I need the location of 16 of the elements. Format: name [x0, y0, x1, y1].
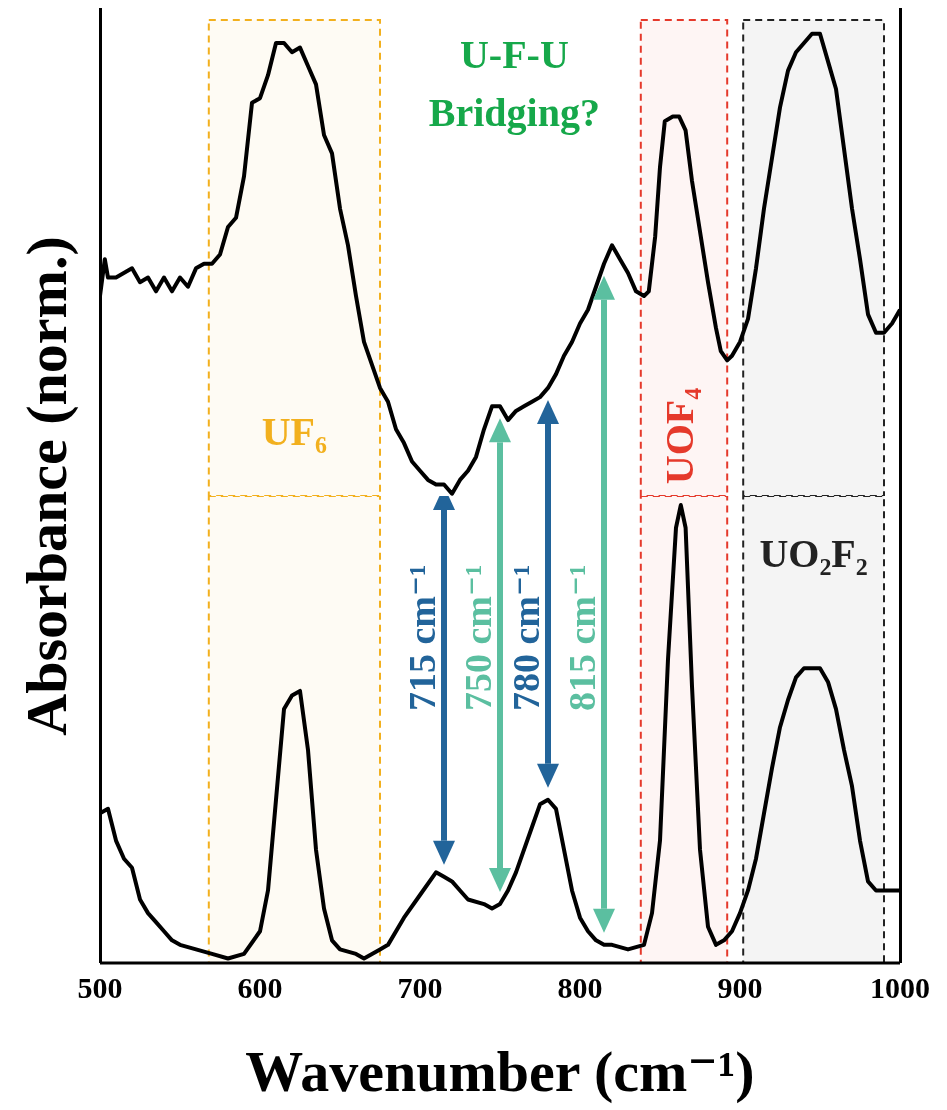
- x-axis-title: Wavenumber (cm⁻¹): [245, 1038, 755, 1105]
- y-axis-title: Absorbance (norm.): [12, 235, 80, 736]
- ref-line-label: 715 cm⁻¹: [401, 564, 443, 711]
- x-tick-label: 800: [557, 971, 603, 1005]
- ref-line-label: 815 cm⁻¹: [561, 564, 603, 711]
- x-tick-label: 1000: [870, 971, 930, 1005]
- x-tick-label: 900: [717, 971, 763, 1005]
- band-label: UF₆: [261, 409, 328, 455]
- band-label: UOF₄: [657, 387, 703, 485]
- annotation: U-F-U Bridging?: [428, 32, 600, 135]
- x-tick-label: 600: [237, 971, 283, 1005]
- band-label: UO₂F₂: [759, 531, 868, 577]
- ref-line-label: 780 cm⁻¹: [505, 564, 547, 711]
- x-tick-label: 500: [77, 971, 123, 1005]
- ref-line-label: 750 cm⁻¹: [457, 564, 499, 711]
- x-tick-label: 700: [397, 971, 443, 1005]
